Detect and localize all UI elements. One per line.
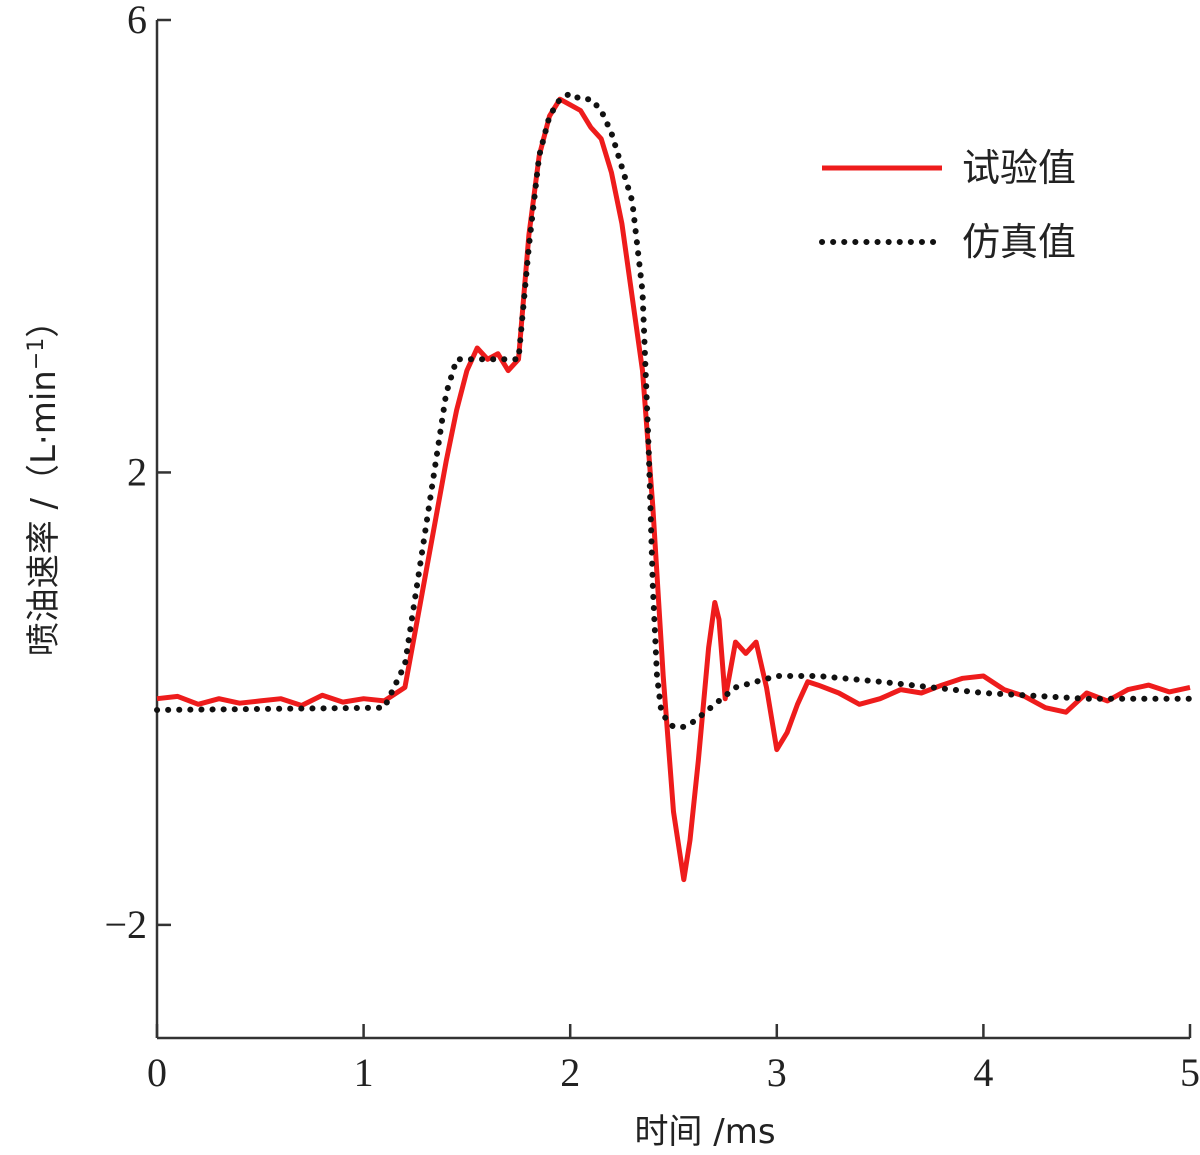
plot-area: 0 1 2 3 4 5 −2 2 6 [104,0,1200,1095]
series-line-simulation [154,90,1193,730]
y-tick-label: 6 [127,0,147,42]
x-tick-label: 4 [973,1050,993,1095]
y-axis-title-sup: −1 [24,338,49,370]
ticks-group: 0 1 2 3 4 5 −2 2 6 [104,0,1200,1095]
y-axis-title-close: ） [24,304,64,338]
x-tick-label: 2 [560,1050,580,1095]
legend-label-experimental: 试验值 [962,146,1076,190]
x-tick-label: 3 [767,1050,787,1095]
x-axis-title: 时间 /ms [634,1112,775,1152]
y-axis-title-main: 喷油速率 /（L·min [24,370,64,656]
y-tick-label: 2 [127,449,147,494]
legend-label-simulation: 仿真值 [962,220,1076,264]
y-axis-title: 喷油速率 /（L·min−1） [24,304,64,657]
x-tick-label: 5 [1180,1050,1200,1095]
y-tick-label: −2 [104,902,147,947]
series-group [154,90,1193,883]
x-tick-label: 0 [147,1050,167,1095]
series-line-experimental [156,96,1191,883]
x-tick-label: 1 [354,1050,374,1095]
legend: 试验值 仿真值 [819,146,1076,264]
